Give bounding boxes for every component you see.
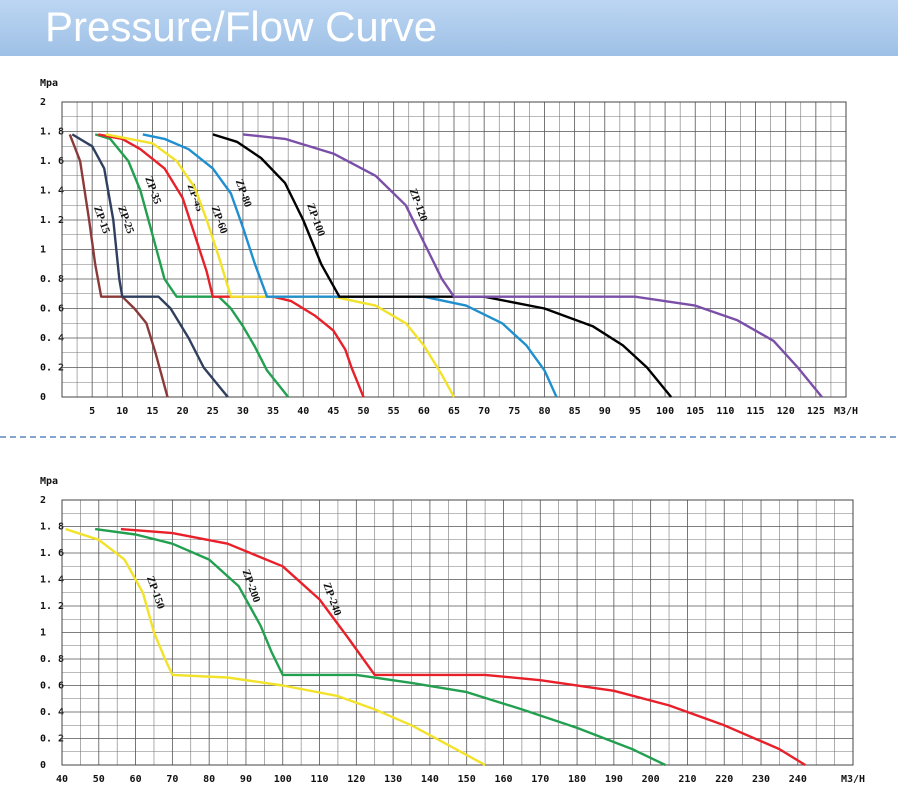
x-tick-label: 35 [267,406,279,417]
x-tick-label: 50 [93,774,105,785]
curve [105,133,456,398]
x-tick-label: 110 [716,406,734,417]
y-tick-label: 0. 6 [40,304,64,315]
y-tick-label: 0. 2 [40,363,64,374]
x-tick-label: 160 [494,774,512,785]
x-axis-label: M3/H [841,774,865,785]
x-tick-label: 230 [752,774,770,785]
y-tick-label: 0. 4 [40,707,64,718]
x-tick-label: 170 [531,774,549,785]
x-tick-label: 70 [166,774,178,785]
y-tick-label: 2 [40,495,46,506]
x-tick-label: 20 [177,406,189,417]
x-tick-label: 100 [656,406,674,417]
x-tick-label: 80 [203,774,215,785]
y-tick-label: 1. 2 [40,215,64,226]
x-tick-label: 50 [358,406,370,417]
x-tick-label: 40 [297,406,309,417]
y-axis-label: Mpa [40,78,58,89]
x-tick-label: 65 [448,406,460,417]
x-tick-label: 200 [642,774,660,785]
x-tick-label: 240 [789,774,807,785]
x-tick-label: 75 [508,406,520,417]
x-tick-label: 110 [311,774,329,785]
curve [142,133,558,398]
x-tick-label: 150 [458,774,476,785]
x-tick-label: 90 [240,774,252,785]
y-tick-label: 0. 4 [40,333,64,344]
page-title: Pressure/Flow Curve [45,3,437,50]
x-tick-label: 70 [478,406,490,417]
curve [97,133,365,398]
y-tick-label: 0. 8 [40,274,64,285]
x-tick-label: 45 [327,406,339,417]
y-tick-label: 2 [40,97,46,108]
x-tick-label: 55 [388,406,400,417]
y-tick-label: 1. 6 [40,548,64,559]
y-tick-label: 1. 4 [40,186,64,197]
x-tick-label: 180 [568,774,586,785]
y-tick-label: 1. 8 [40,127,64,138]
series-label: ZP-200 [240,568,263,605]
x-tick-label: 210 [678,774,696,785]
curve [212,133,673,398]
x-tick-label: 85 [569,406,581,417]
curve [242,133,823,398]
x-tick-label: 125 [807,406,825,417]
x-tick-label: 220 [715,774,733,785]
y-tick-label: 0. 6 [40,681,64,692]
x-tick-label: 100 [274,774,292,785]
x-tick-label: 60 [130,774,142,785]
x-tick-label: 90 [599,406,611,417]
curve [120,527,806,767]
curve [71,133,229,398]
y-tick-label: 0. 8 [40,654,64,665]
x-tick-label: 120 [777,406,795,417]
plot-frame [61,499,854,766]
x-tick-label: 30 [237,406,249,417]
y-tick-label: 1. 4 [40,575,64,586]
series-label: ZP-240 [320,581,343,618]
x-tick-label: 5 [89,406,95,417]
curve [65,527,486,767]
x-tick-label: 115 [747,406,765,417]
x-tick-label: 80 [538,406,550,417]
y-tick-label: 1 [40,245,46,256]
y-tick-label: 1. 6 [40,156,64,167]
y-tick-label: 1 [40,628,46,639]
x-tick-label: 15 [146,406,158,417]
x-tick-label: 130 [384,774,402,785]
x-tick-label: 190 [605,774,623,785]
x-tick-label: 120 [347,774,365,785]
x-tick-label: 25 [207,406,219,417]
x-tick-label: 10 [116,406,128,417]
y-tick-label: 0 [40,760,46,771]
x-axis-label: M3/H [834,406,858,417]
x-tick-label: 95 [629,406,641,417]
x-tick-label: 140 [421,774,439,785]
y-tick-label: 0 [40,392,46,403]
x-tick-label: 60 [418,406,430,417]
y-tick-label: 1. 8 [40,522,64,533]
header-band [0,0,898,56]
x-tick-label: 40 [56,774,68,785]
y-tick-label: 1. 2 [40,601,64,612]
curve [94,133,290,398]
curve [94,527,666,767]
y-tick-label: 0. 2 [40,734,64,745]
x-tick-label: 105 [686,406,704,417]
curve [68,133,169,398]
y-axis-label: Mpa [40,476,58,487]
